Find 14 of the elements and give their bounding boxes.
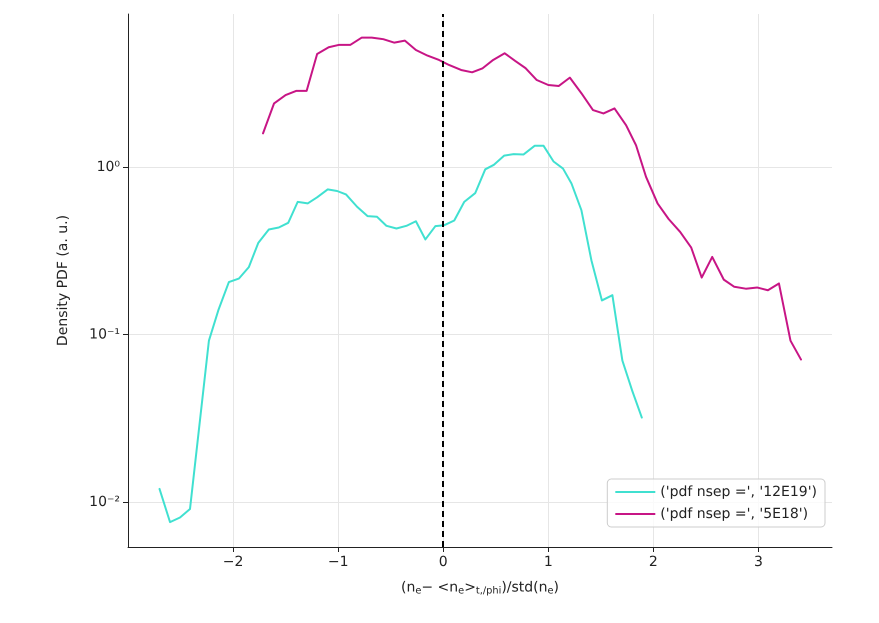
y-tick-label: 10⁻² bbox=[89, 494, 120, 510]
x-tick-label: 0 bbox=[438, 554, 448, 570]
x-tick-label: −1 bbox=[328, 554, 348, 570]
x-tick-label: 3 bbox=[754, 554, 763, 570]
legend-label: ('pdf nsep =', '12E19') bbox=[660, 484, 818, 500]
x-tick-label: 2 bbox=[648, 554, 658, 570]
legend-label: ('pdf nsep =', '5E18') bbox=[660, 506, 808, 522]
line-series bbox=[158, 144, 643, 524]
y-axis-title: Density PDF (a. u.) bbox=[55, 214, 71, 346]
x-tick-label: 1 bbox=[544, 554, 553, 570]
y-tick-label: 10⁻¹ bbox=[89, 326, 120, 343]
line-series bbox=[262, 36, 802, 361]
y-tick-label: 10⁰ bbox=[96, 159, 120, 176]
x-tick-label: −2 bbox=[222, 554, 244, 570]
